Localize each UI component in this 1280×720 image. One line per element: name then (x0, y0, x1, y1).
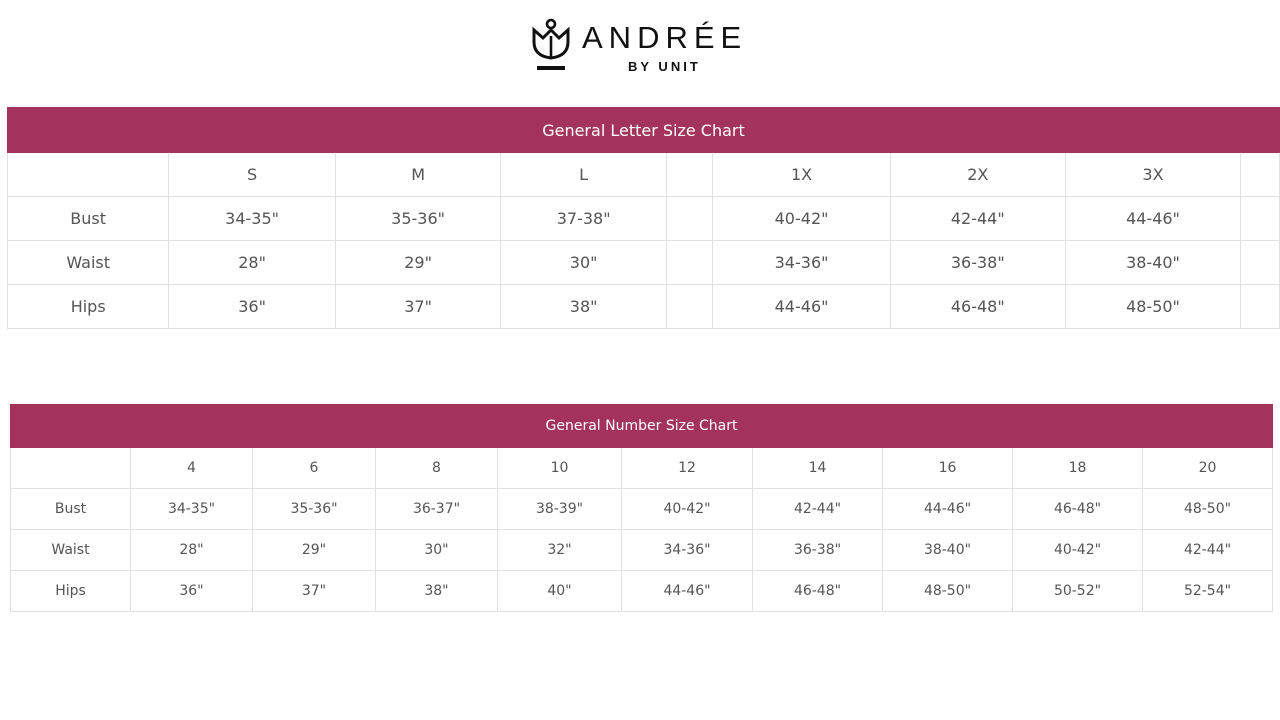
measurement-cell (1240, 240, 1280, 285)
measurement-cell: 46-48" (752, 570, 883, 612)
table-row: Waist 28" 29" 30" 34-36" 36-38" 38-40" (6, 240, 1280, 285)
size-column-header: 1X (712, 152, 891, 197)
measurement-cell: 29" (252, 529, 376, 571)
measurement-cell: 34-36" (621, 529, 753, 571)
measurement-cell (1240, 284, 1280, 329)
measurement-cell: 46-48" (1012, 488, 1143, 530)
measurement-cell: 34-35" (168, 196, 336, 241)
size-column-header: 4 (130, 447, 253, 489)
measurement-cell: 36-37" (375, 488, 498, 530)
measurement-cell (665, 196, 714, 241)
measurement-cell: 42-44" (1142, 529, 1273, 571)
size-column-header: 20 (1142, 447, 1273, 489)
measurement-label: Bust (6, 196, 170, 241)
size-column-header: 3X (1064, 152, 1242, 197)
measurement-cell: 37" (334, 284, 502, 329)
logo-sub: BY UNIT (628, 59, 701, 74)
measurement-cell: 34-35" (130, 488, 253, 530)
size-column-header (10, 447, 131, 489)
measurement-cell: 38" (375, 570, 498, 612)
measurement-cell: 36-38" (752, 529, 883, 571)
table-row: Hips 36" 37" 38" 44-46" 46-48" 48-50" (6, 284, 1280, 329)
measurement-cell: 50-52" (1012, 570, 1143, 612)
measurement-cell: 42-44" (889, 196, 1066, 241)
measurement-cell (665, 284, 714, 329)
measurement-cell: 28" (130, 529, 253, 571)
measurement-cell (1240, 196, 1280, 241)
andree-logo: ANDRÉE BY UNIT (530, 18, 752, 76)
measurement-label: Bust (10, 488, 131, 530)
tulip-icon (532, 18, 570, 70)
measurement-cell: 44-46" (882, 488, 1013, 530)
measurement-cell: 28" (168, 240, 336, 285)
letter-size-chart: General Letter Size Chart S M L 1X 2X 3X Bust 3… (6, 107, 1280, 329)
measurement-cell: 52-54" (1142, 570, 1273, 612)
size-column-header: 6 (252, 447, 376, 489)
table-row: Hips 36" 37" 38" 40" 44-46" 46-48" 48-50" 50-52"… (10, 570, 1273, 612)
measurement-cell: 40-42" (712, 196, 891, 241)
measurement-cell: 32" (497, 529, 622, 571)
measurement-cell: 44-46" (621, 570, 753, 612)
measurement-cell: 36" (168, 284, 336, 329)
measurement-label: Waist (6, 240, 170, 285)
letter-chart-title: General Letter Size Chart (7, 107, 1280, 153)
measurement-cell: 48-50" (1142, 488, 1273, 530)
measurement-cell: 40-42" (621, 488, 753, 530)
size-column-header (6, 152, 170, 197)
measurement-cell: 38-40" (1064, 240, 1242, 285)
measurement-cell: 36" (130, 570, 253, 612)
size-column-header: 2X (889, 152, 1066, 197)
measurement-label: Hips (10, 570, 131, 612)
size-column-header: L (500, 152, 667, 197)
measurement-cell: 37-38" (500, 196, 667, 241)
measurement-cell: 46-48" (889, 284, 1066, 329)
measurement-cell: 44-46" (1064, 196, 1242, 241)
size-column-header: M (334, 152, 502, 197)
measurement-cell: 35-36" (334, 196, 502, 241)
size-column-header: 8 (375, 447, 498, 489)
number-size-chart: General Number Size Chart 4 6 8 10 12 14 16 18 2… (10, 404, 1273, 612)
measurement-cell: 48-50" (1064, 284, 1242, 329)
measurement-cell: 30" (500, 240, 667, 285)
logo-brand: ANDRÉE (582, 20, 748, 55)
measurement-cell: 48-50" (882, 570, 1013, 612)
size-column-header: 14 (752, 447, 883, 489)
size-column-header: S (168, 152, 336, 197)
measurement-cell: 36-38" (889, 240, 1066, 285)
measurement-cell: 30" (375, 529, 498, 571)
size-column-header: 18 (1012, 447, 1143, 489)
measurement-cell (665, 240, 714, 285)
measurement-cell: 29" (334, 240, 502, 285)
measurement-cell: 38-40" (882, 529, 1013, 571)
table-row: Bust 34-35" 35-36" 36-37" 38-39" 40-42" 42-44"… (10, 488, 1273, 530)
size-column-header (665, 152, 714, 197)
measurement-cell: 35-36" (252, 488, 376, 530)
measurement-cell: 38-39" (497, 488, 622, 530)
measurement-cell: 34-36" (712, 240, 891, 285)
measurement-cell: 40-42" (1012, 529, 1143, 571)
measurement-cell: 38" (500, 284, 667, 329)
size-column-header: 12 (621, 447, 753, 489)
measurement-label: Hips (6, 284, 170, 329)
measurement-cell: 37" (252, 570, 376, 612)
size-header-row: S M L 1X 2X 3X (6, 152, 1280, 197)
table-row: Bust 34-35" 35-36" 37-38" 40-42" 42-44" 44-46" (6, 196, 1280, 241)
measurement-cell: 44-46" (712, 284, 891, 329)
size-column-header: 10 (497, 447, 622, 489)
size-header-row: 4 6 8 10 12 14 16 18 20 (10, 447, 1273, 489)
measurement-cell: 42-44" (752, 488, 883, 530)
measurement-label: Waist (10, 529, 131, 571)
number-chart-title: General Number Size Chart (10, 404, 1273, 448)
size-column-header (1240, 152, 1280, 197)
table-row: Waist 28" 29" 30" 32" 34-36" 36-38" 38-40" 40-42… (10, 529, 1273, 571)
measurement-cell: 40" (497, 570, 622, 612)
size-column-header: 16 (882, 447, 1013, 489)
